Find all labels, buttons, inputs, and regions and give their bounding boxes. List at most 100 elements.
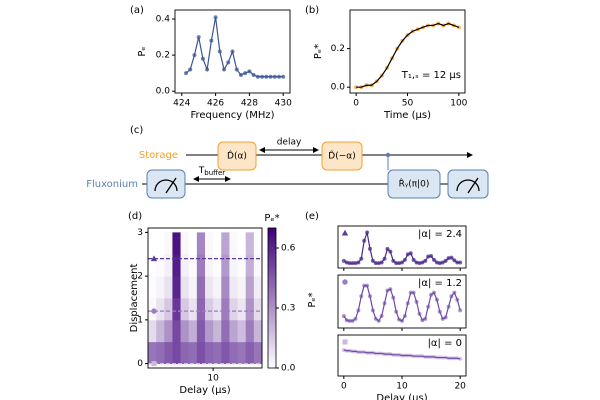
- y-tick-label: 0.2: [331, 44, 345, 54]
- annotation: |α| = 0: [428, 338, 462, 349]
- heatmap-cell: [196, 232, 206, 255]
- heatmap-cell: [205, 319, 214, 343]
- heatmap-cell: [205, 254, 214, 277]
- cut-marker: [151, 361, 157, 367]
- heatmap-cell: [188, 232, 198, 255]
- cut-marker: [150, 255, 158, 262]
- heatmap-cell: [156, 254, 165, 277]
- heatmap-cell: [229, 341, 238, 365]
- gate-label: R̂ᵧ(π|0): [399, 178, 430, 190]
- heatmap-cell: [253, 232, 263, 255]
- heatmap-cell: [213, 232, 222, 255]
- x-tick-label: 428: [241, 99, 258, 109]
- series-line: [343, 285, 461, 322]
- x-axis-label: Delay (μs): [179, 385, 230, 396]
- heatmap-cell: [205, 276, 214, 299]
- heatmap-cell: [213, 319, 222, 343]
- heatmap-cell: [172, 276, 181, 299]
- heatmap-cell: [245, 319, 255, 343]
- heatmap-cell: [229, 276, 238, 299]
- heatmap-cell: [180, 298, 190, 321]
- annotation: |α| = 2.4: [418, 229, 462, 240]
- heatmap-cell: [148, 341, 157, 365]
- series-marker: [342, 339, 348, 345]
- buffer-symbol: T: [198, 166, 205, 176]
- heatmap-cell: [164, 319, 173, 343]
- y-tick-label: 1: [137, 315, 143, 325]
- y-tick-label: 2: [137, 272, 143, 282]
- heatmap-cell: [253, 319, 263, 343]
- cut-marker: [151, 308, 157, 314]
- x-axis-label: Delay (μs): [376, 393, 427, 400]
- colorbar: [267, 227, 277, 369]
- y-axis-label: Pₑ: [137, 46, 148, 56]
- heatmap-cell: [156, 341, 165, 365]
- buffer-label: Tbuffer: [198, 166, 226, 178]
- x-tick-label: 20: [454, 382, 466, 392]
- y-tick-label: 0.0: [331, 83, 346, 93]
- x-tick-label: 424: [173, 99, 190, 109]
- x-tick-label: 100: [450, 99, 467, 109]
- heatmap-cell: [188, 276, 198, 299]
- heatmap-cell: [164, 232, 173, 255]
- heatmap-cell: [221, 276, 230, 299]
- heatmap-cell: [213, 254, 222, 277]
- heatmap-cell: [221, 232, 230, 255]
- heatmap-cell: [164, 341, 173, 365]
- panel-label: (c): [130, 125, 143, 136]
- heatmap-cell: [164, 276, 173, 299]
- heatmap-cell: [156, 232, 165, 255]
- heatmap-cell: [196, 276, 206, 299]
- heatmap-cell: [188, 298, 198, 321]
- heatmap-cell: [164, 254, 173, 277]
- annotation: T₁,ₛ = 12 μs: [401, 70, 461, 81]
- x-tick-label: 50: [402, 99, 414, 109]
- heatmap-cell: [196, 341, 206, 365]
- x-tick-label: 426: [207, 99, 224, 109]
- heatmap-cell: [221, 254, 230, 277]
- heatmap-cell: [196, 298, 206, 321]
- heatmap-cell: [237, 319, 247, 343]
- gate-label: D̂(α): [227, 150, 247, 162]
- heatmap-cell: [172, 319, 181, 343]
- heatmap-cell: [221, 298, 230, 321]
- heatmap-cell: [205, 341, 214, 365]
- heatmap-cell: [148, 232, 157, 255]
- heatmap-cell: [196, 319, 206, 343]
- heatmap-cell: [237, 341, 247, 365]
- y-axis-label: Pₑ*: [307, 292, 318, 307]
- heatmap-cell: [253, 254, 263, 277]
- heatmap-cell: [237, 298, 247, 321]
- series-line: [343, 230, 461, 264]
- panel-label: (b): [305, 5, 319, 16]
- fluxonium-label: Fluxonium: [86, 179, 138, 190]
- heatmap-cell: [188, 254, 198, 277]
- heatmap-cell: [205, 232, 214, 255]
- control-dot: [385, 152, 391, 158]
- heatmap-cell: [156, 276, 165, 299]
- y-tick-label: 0: [137, 359, 143, 369]
- panel-label: (e): [305, 211, 319, 222]
- y-tick-label: 0.4: [156, 15, 171, 25]
- gate-box: [217, 141, 257, 171]
- x-axis-label: Time (μs): [383, 110, 431, 121]
- heatmap-cell: [188, 341, 198, 365]
- y-tick-label: 0.2: [156, 51, 170, 61]
- heatmap-cell: [172, 341, 181, 365]
- buffer-subscript: buffer: [204, 169, 225, 177]
- heatmap-cell: [148, 276, 157, 299]
- x-axis-label: Frequency (MHz): [190, 110, 274, 121]
- plot-frame: [147, 227, 263, 369]
- heatmap-cell: [188, 319, 198, 343]
- heatmap-cell: [253, 298, 263, 321]
- x-tick-label: 430: [275, 99, 292, 109]
- x-tick-label: 0: [353, 99, 359, 109]
- plot-frame: [174, 9, 291, 94]
- heatmap-cell: [229, 319, 238, 343]
- x-tick-label: 10: [207, 374, 219, 384]
- y-tick-label: 3: [137, 228, 143, 238]
- delay-label: delay: [277, 138, 302, 148]
- gate-box: [321, 141, 363, 171]
- heatmap-cell: [253, 276, 263, 299]
